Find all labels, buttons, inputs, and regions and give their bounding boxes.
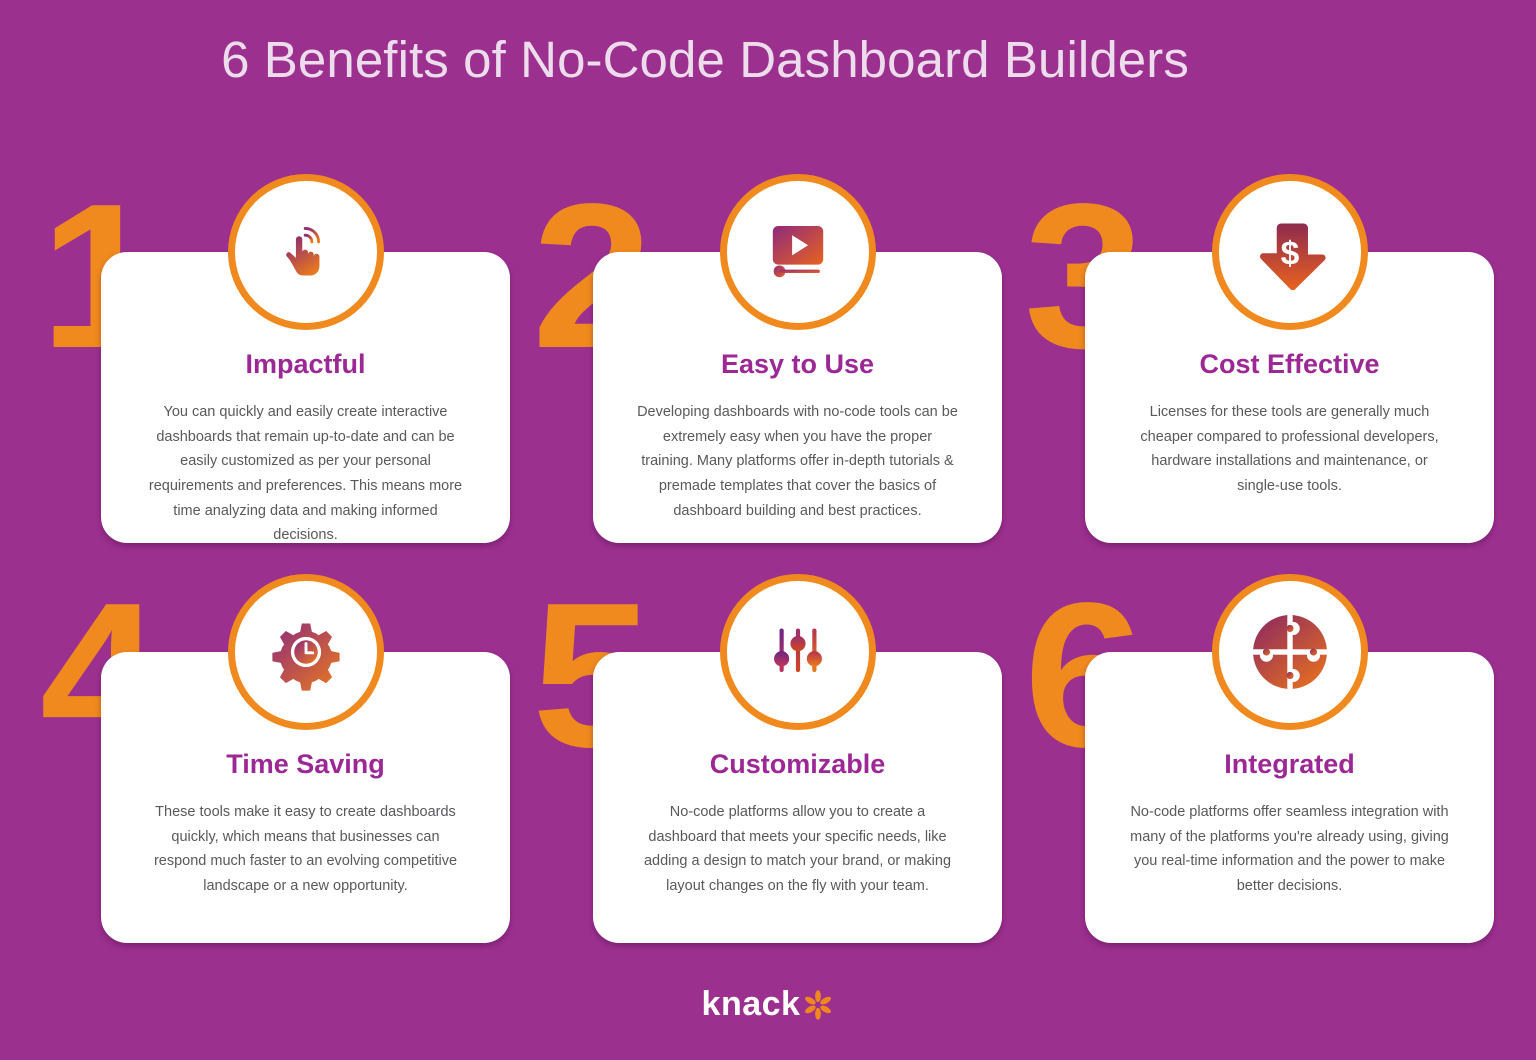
svg-text:$: $ [1280,236,1299,273]
